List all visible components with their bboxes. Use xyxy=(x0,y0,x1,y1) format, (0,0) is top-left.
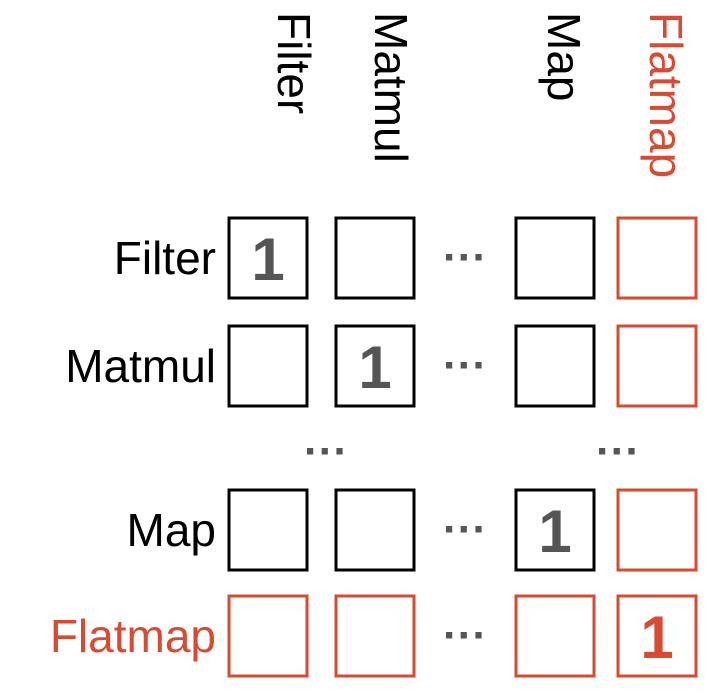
matrix-cell xyxy=(334,216,416,300)
matrix-cell xyxy=(334,594,416,678)
matrix-cell xyxy=(227,488,309,572)
column-header: Flatmap xyxy=(640,12,692,178)
column-header: Map xyxy=(538,12,590,101)
cell-value: 1 xyxy=(538,498,571,565)
matrix-cell xyxy=(514,488,596,572)
matrix-cell xyxy=(514,594,596,678)
matrix-cell xyxy=(227,216,309,300)
cell-value: 1 xyxy=(251,226,284,293)
cell-value: 1 xyxy=(358,334,391,401)
matrix-cell xyxy=(616,324,698,408)
matrix-cell xyxy=(334,488,416,572)
column-ellipsis: ··· xyxy=(443,233,487,282)
matrix-cell xyxy=(514,216,596,300)
cell-value: 1 xyxy=(640,604,673,671)
matrix-cell xyxy=(227,594,309,678)
matrix-cell xyxy=(227,324,309,408)
row-header: Matmul xyxy=(65,340,216,392)
row-header: Filter xyxy=(114,232,216,284)
column-header: Filter xyxy=(268,12,320,114)
matrix-cell xyxy=(334,324,416,408)
row-header: Flatmap xyxy=(50,610,216,662)
column-ellipsis: ··· xyxy=(443,341,487,390)
column-ellipsis: ··· xyxy=(443,611,487,660)
column-header: Matmul xyxy=(365,12,417,163)
column-ellipsis: ··· xyxy=(443,505,487,554)
row-ellipsis: ··· xyxy=(596,427,640,476)
row-header: Map xyxy=(127,504,216,556)
matrix-cell xyxy=(616,216,698,300)
matrix-cell xyxy=(616,594,698,678)
row-ellipsis: ··· xyxy=(304,427,348,476)
matrix-cell xyxy=(514,324,596,408)
matrix-cell xyxy=(616,488,698,572)
